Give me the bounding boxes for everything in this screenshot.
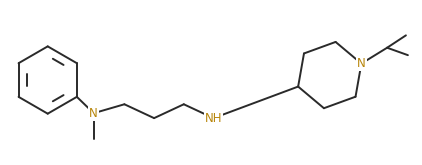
- Text: N: N: [89, 107, 98, 120]
- Text: NH: NH: [205, 112, 222, 125]
- Text: N: N: [357, 57, 366, 70]
